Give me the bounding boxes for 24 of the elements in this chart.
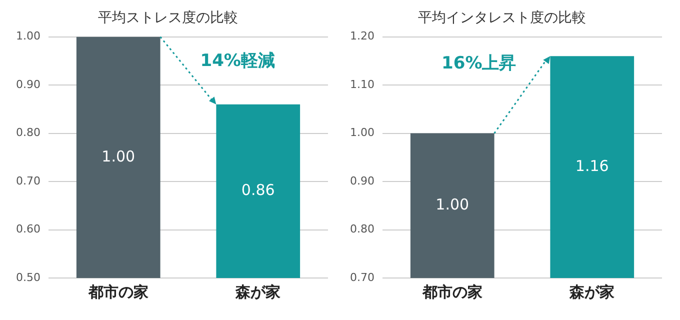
y-tick-label: 1.10 [350,78,374,91]
y-tick-label: 0.50 [16,270,40,284]
y-tick-label: 0.90 [350,174,374,188]
y-tick-label: 0.70 [350,270,374,284]
y-tick-label: 0.70 [16,174,40,188]
data-label: 1.00 [436,196,470,214]
y-tick-label: 1.20 [350,30,374,43]
chart-title: 平均ストレス度の比較 [98,10,238,26]
data-label: 1.16 [575,156,609,175]
y-tick-label: 0.60 [16,222,40,236]
x-tick-label: 都市の家 [421,282,482,301]
annotation: 14%軽減 [200,51,275,72]
y-tick-label: 0.80 [16,126,40,140]
data-label: 0.86 [241,181,275,200]
x-tick-label: 森が家 [568,282,615,301]
y-tick-label: 0.90 [16,78,40,91]
x-tick-label: 森が家 [234,282,281,301]
y-tick-label: 0.80 [350,222,374,236]
chart-title: 平均インタレスト度の比較 [418,10,586,26]
annotation: 16%上昇 [442,54,516,74]
data-label: 1.00 [102,147,136,166]
y-tick-label: 1.00 [16,30,40,43]
y-tick-label: 1.00 [350,126,374,140]
x-tick-label: 都市の家 [87,282,148,301]
